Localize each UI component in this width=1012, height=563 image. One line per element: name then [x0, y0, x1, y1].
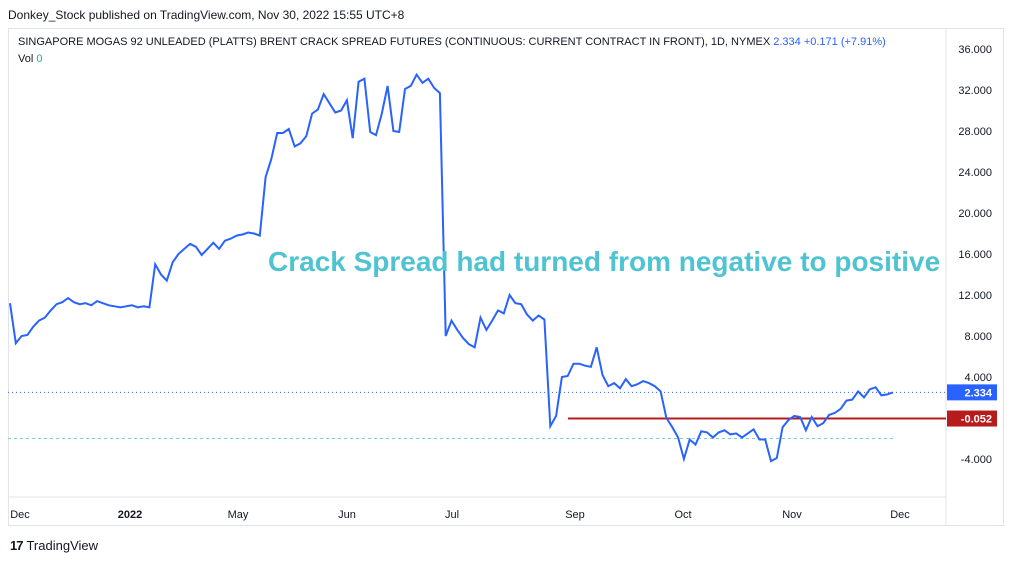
- publisher-line: Donkey_Stock published on TradingView.co…: [8, 8, 405, 22]
- x-tick-label: Dec: [890, 509, 910, 521]
- chart-frame: [8, 28, 1004, 526]
- volume-legend: Vol 0: [18, 53, 42, 65]
- y-tick-label: 36.000: [958, 44, 992, 56]
- level-price-badge: -0.052: [961, 414, 992, 426]
- x-tick-label: 2022: [118, 509, 142, 521]
- y-tick-label: 4.000: [964, 372, 992, 384]
- x-tick-label: Sep: [565, 509, 585, 521]
- symbol-name: SINGAPORE MOGAS 92 UNLEADED (PLATTS) BRE…: [18, 36, 771, 48]
- last-price-badge: 2.334: [964, 387, 992, 399]
- tradingview-logo-icon: 17: [10, 538, 24, 553]
- last-price: 2.334: [773, 36, 801, 48]
- x-tick-label: Jun: [338, 509, 356, 521]
- y-tick-label: 24.000: [958, 167, 992, 179]
- x-tick-label: May: [228, 509, 249, 521]
- y-tick-label: 32.000: [958, 85, 992, 97]
- footer[interactable]: 17 TradingView: [10, 538, 98, 553]
- y-tick-label: 12.000: [958, 290, 992, 302]
- time-axis[interactable]: Dec 2022 May Jun Jul Sep Oct Nov Dec: [10, 509, 910, 521]
- x-tick-label: Oct: [674, 509, 691, 521]
- axis-labels: 2.334 -0.052: [947, 384, 997, 427]
- legend: SINGAPORE MOGAS 92 UNLEADED (PLATTS) BRE…: [18, 36, 886, 48]
- brand-name: TradingView: [26, 538, 99, 553]
- price-change: +0.171 (+7.91%): [803, 36, 886, 48]
- x-tick-label: Nov: [782, 509, 802, 521]
- chart-annotation: Crack Spread had turned from negative to…: [268, 246, 941, 277]
- level-price-badge-bg: [947, 410, 997, 427]
- y-tick-label: -4.000: [961, 454, 992, 466]
- last-price-badge-bg: [947, 384, 997, 401]
- x-tick-label: Jul: [445, 509, 459, 521]
- y-tick-label: 20.000: [958, 208, 992, 220]
- volume-value: 0: [36, 53, 43, 65]
- x-tick-label: Dec: [10, 509, 30, 521]
- price-line: [9, 72, 894, 463]
- levels: [8, 391, 946, 439]
- y-tick-label: 28.000: [958, 126, 992, 138]
- volume-label: Vol: [18, 53, 34, 65]
- y-tick-label: 8.000: [964, 331, 992, 343]
- y-tick-label: 16.000: [958, 249, 992, 261]
- price-axis[interactable]: 36.000 32.000 28.000 24.000 20.000 16.000 12.0…: [958, 44, 992, 466]
